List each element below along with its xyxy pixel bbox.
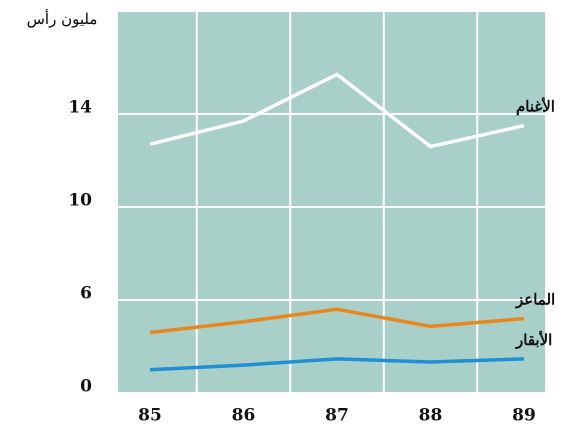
x-tick-label: 86: [232, 406, 256, 426]
y-tick-label: 6: [80, 284, 92, 304]
series-line: [149, 357, 525, 372]
series-label: الأبقار: [515, 330, 552, 349]
y-axis-label: مليون رأس: [27, 9, 98, 28]
x-tick-label: 89: [512, 406, 536, 426]
y-tick-label: 10: [68, 191, 92, 211]
series-line: [149, 72, 525, 149]
y-tick-label: 0: [80, 377, 92, 397]
series-line: [149, 307, 525, 335]
x-tick-label: 88: [419, 406, 443, 426]
series-label: الماعز: [515, 291, 555, 309]
series-label: الأغنام: [516, 97, 555, 116]
x-tick-label: 87: [325, 406, 349, 426]
y-tick-label: 14: [68, 98, 92, 118]
x-tick-label: 85: [138, 406, 162, 426]
plot-background: [118, 12, 545, 393]
